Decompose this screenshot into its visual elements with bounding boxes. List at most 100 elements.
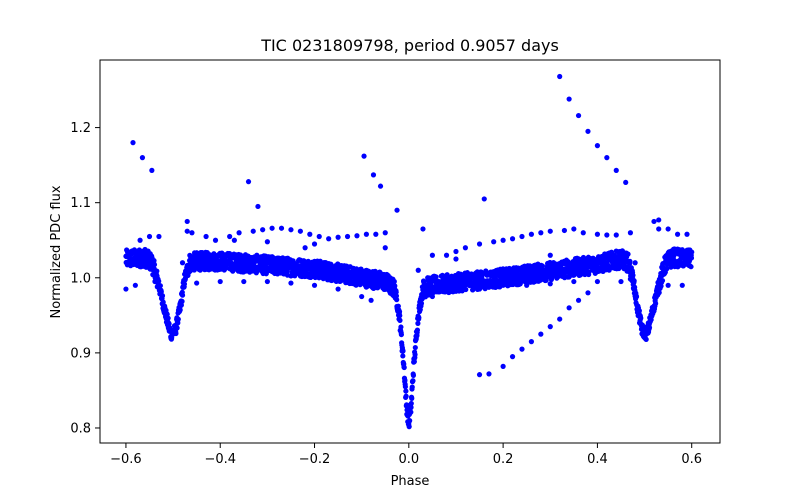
light-curve-point — [688, 264, 694, 270]
scatter-point — [561, 227, 568, 234]
light-curve-point — [393, 289, 399, 295]
light-curve-point — [688, 255, 695, 261]
light-curve-point — [398, 331, 404, 338]
scatter-point — [123, 286, 129, 292]
light-curve-point — [408, 400, 414, 407]
scatter-point — [524, 282, 530, 288]
light-curve-point — [393, 293, 400, 299]
light-curve-point — [154, 268, 160, 274]
outlier-point — [486, 371, 492, 377]
y-axis-label: Normalized PDC flux — [49, 185, 64, 318]
outlier-point — [130, 140, 136, 146]
light-curve-point — [395, 303, 401, 309]
x-tick-label: 0.6 — [681, 452, 702, 467]
outlier-point — [377, 183, 384, 189]
light-curve-point — [157, 283, 163, 289]
outlier-point — [255, 203, 261, 210]
scatter-point — [547, 281, 553, 287]
light-curve-point — [165, 315, 171, 321]
scatter-point — [462, 245, 468, 251]
y-axis: 0.8 0.9 1.0 1.1 1.2 — [70, 121, 100, 436]
outlier-point — [245, 179, 252, 185]
scatter-point — [217, 278, 223, 285]
scatter-point — [179, 260, 186, 266]
scatter-point — [189, 230, 195, 236]
scatter-point — [571, 226, 577, 232]
outlier-point — [500, 363, 506, 369]
light-curve-point — [402, 377, 408, 383]
light-curve-point — [412, 351, 418, 358]
x-tick-label: 0.4 — [587, 452, 608, 467]
scatter-point — [269, 225, 275, 231]
scatter-point — [519, 233, 525, 240]
scatter-point — [594, 278, 601, 285]
outlier-point — [519, 346, 525, 352]
scatter-point — [547, 228, 553, 234]
light-curve-point — [174, 325, 180, 331]
y-tick-label: 1.0 — [70, 271, 91, 286]
y-tick-label: 0.9 — [70, 346, 91, 361]
light-curve-point — [156, 278, 162, 284]
scatter-point — [665, 226, 671, 232]
light-curve-point — [433, 274, 439, 280]
scatter-point — [326, 236, 332, 242]
scatter-point — [618, 278, 624, 285]
outlier-point — [139, 155, 146, 161]
light-curve-point — [539, 263, 546, 269]
outlier-point — [557, 316, 563, 322]
scatter-point — [665, 282, 671, 288]
light-curve-point — [689, 249, 695, 255]
scatter-point — [311, 282, 318, 288]
light-curve-point — [638, 315, 644, 321]
scatter-point — [363, 231, 369, 237]
scatter-point — [194, 280, 200, 286]
outlier-point — [604, 155, 610, 161]
outlier-point — [575, 112, 582, 119]
light-curve-point — [391, 278, 397, 285]
x-tick-label: 0.0 — [398, 452, 419, 467]
light-curve-point — [398, 324, 404, 330]
scatter-point — [302, 245, 308, 251]
scatter-point — [627, 230, 634, 236]
outlier-point — [575, 297, 582, 303]
scatter-point — [580, 230, 586, 236]
scatter-point — [311, 241, 318, 247]
scatter-point — [613, 232, 619, 238]
light-curve-point — [408, 409, 414, 415]
light-curve-point — [396, 308, 403, 315]
scatter-point — [594, 231, 601, 237]
scatter-point — [231, 237, 237, 243]
light-curve-point — [408, 404, 414, 410]
light-curve-point — [177, 307, 183, 313]
scatter-point — [538, 230, 544, 236]
scatter-point — [500, 237, 506, 243]
light-curve-point — [400, 353, 406, 359]
scatter-point — [429, 252, 435, 258]
scatter-point — [476, 286, 483, 292]
x-axis: −0.6 −0.4 −0.2 0.0 0.2 0.4 0.6 — [110, 443, 702, 467]
light-curve-point — [403, 388, 409, 394]
light-curve-point — [418, 300, 425, 306]
outlier-point — [538, 331, 544, 337]
scatter-point — [368, 297, 374, 303]
scatter-point — [241, 278, 247, 285]
scatter-point — [297, 228, 303, 234]
scatter-point — [250, 228, 256, 234]
scatter-point — [547, 252, 553, 258]
scatter-point — [236, 230, 242, 236]
light-curve-point — [414, 327, 421, 333]
scatter-point — [491, 239, 497, 245]
light-curve-point — [412, 344, 418, 351]
scatter-point — [509, 236, 516, 242]
scatter-point — [632, 260, 638, 266]
y-tick-label: 0.8 — [70, 421, 91, 436]
data-points — [123, 73, 695, 430]
light-curve-point — [173, 330, 179, 337]
scatter-point — [335, 286, 341, 292]
scatter-point — [571, 278, 577, 285]
outlier-point — [557, 73, 563, 80]
light-curve-point — [175, 316, 181, 322]
outlier-point — [476, 372, 483, 378]
light-curve-point — [158, 289, 164, 295]
light-curve-point — [586, 269, 592, 275]
